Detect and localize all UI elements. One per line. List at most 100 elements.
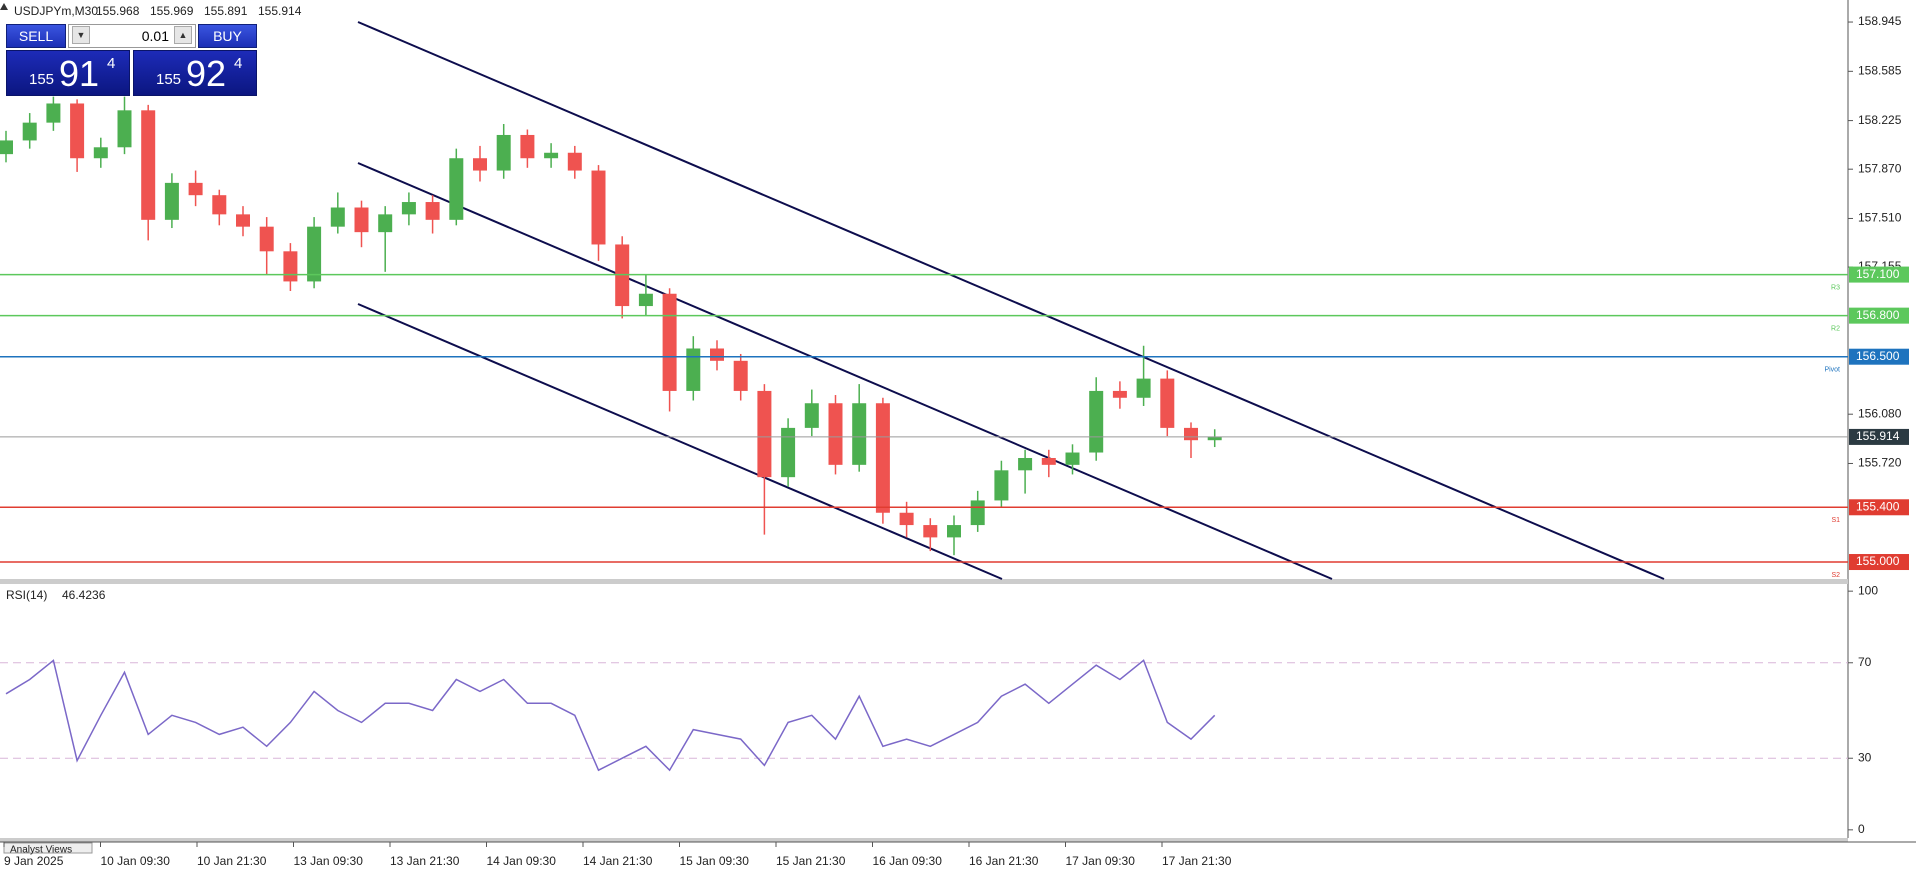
rsi-tick-label: 100 — [1858, 583, 1878, 597]
x-tick-label: 17 Jan 09:30 — [1066, 854, 1136, 868]
candle-body — [1018, 457, 1033, 471]
symbol: USDJPYm,M30 — [14, 4, 98, 18]
candle-body — [1207, 436, 1222, 441]
x-tick-label: 13 Jan 21:30 — [390, 854, 460, 868]
price-mid: 91 — [59, 53, 100, 94]
level-tag: S1 — [1831, 517, 1840, 524]
y-tick-label: 156.080 — [1858, 406, 1902, 420]
panel-separator — [0, 838, 1848, 842]
channel-line — [357, 303, 1003, 580]
candle-body — [473, 158, 487, 171]
x-tick-label: 9 Jan 2025 — [4, 854, 64, 868]
lot-down[interactable]: ▼ — [72, 26, 90, 44]
level-label: 156.800 — [1856, 308, 1900, 322]
candle-body — [781, 427, 796, 478]
price-mid: 92 — [186, 53, 227, 94]
candle-body — [970, 500, 985, 526]
y-tick-label: 157.870 — [1858, 161, 1902, 175]
candle-body — [188, 182, 203, 196]
current-price-label: 155.914 — [1856, 429, 1900, 443]
candle-body — [1089, 390, 1104, 453]
rsi-tick-label: 30 — [1858, 750, 1872, 764]
y-tick-label: 157.510 — [1858, 211, 1902, 225]
candle-body — [117, 110, 132, 148]
candle-body — [236, 214, 250, 227]
ohlc-value: 155.914 — [258, 4, 302, 18]
candle-body — [141, 110, 156, 220]
x-tick-label: 16 Jan 21:30 — [969, 854, 1039, 868]
candle-body — [22, 122, 37, 141]
current-price-box — [1849, 428, 1909, 445]
level-label-box — [1849, 348, 1909, 365]
x-tick-label: 15 Jan 21:30 — [776, 854, 846, 868]
rsi-line — [5, 659, 1216, 772]
sell-button[interactable]: SELL — [6, 24, 66, 48]
candle-body — [544, 152, 559, 159]
lot-up[interactable]: ▲ — [174, 26, 192, 44]
x-tick-label: 14 Jan 21:30 — [583, 854, 653, 868]
candle-body — [1184, 427, 1198, 441]
rsi-name: RSI(14) — [6, 588, 47, 602]
price-small: 4 — [107, 55, 116, 72]
level-tag: R3 — [1831, 284, 1840, 291]
level-label-box — [1849, 499, 1909, 516]
candle-body — [994, 470, 1009, 501]
y-tick-label: 158.585 — [1858, 63, 1902, 77]
candle-body — [733, 360, 748, 391]
candle-body — [425, 202, 440, 220]
candle-body — [1065, 452, 1080, 465]
candle-body — [899, 512, 914, 526]
candle-body — [70, 103, 85, 159]
rsi-tick-label: 70 — [1858, 655, 1872, 669]
candle-body — [1041, 457, 1056, 465]
level-label: 155.400 — [1856, 499, 1900, 513]
level-label: 155.000 — [1856, 554, 1900, 568]
candle-body — [947, 525, 961, 538]
candle-body — [1112, 390, 1127, 398]
candle-body — [259, 226, 274, 252]
candle-body — [449, 158, 464, 220]
level-label-box — [1849, 266, 1909, 283]
buy-price[interactable]: 155 92 4 — [133, 50, 257, 96]
candle-body — [378, 214, 393, 233]
level-label-box — [1849, 554, 1909, 571]
candle-body — [164, 182, 179, 220]
candle-body — [804, 403, 819, 428]
candle-body — [46, 103, 61, 123]
candle-body — [307, 226, 322, 282]
candle-body — [354, 207, 369, 233]
x-tick-label: 10 Jan 09:30 — [101, 854, 171, 868]
level-label: 156.500 — [1856, 349, 1900, 363]
candle-body — [923, 525, 938, 538]
rsi-value: 46.4236 — [62, 588, 106, 602]
collapse-icon[interactable] — [0, 3, 8, 10]
candle-body — [662, 293, 677, 391]
candle-body — [401, 202, 416, 215]
candle-body — [567, 152, 582, 171]
candle-body — [496, 134, 511, 171]
level-label-box — [1849, 307, 1909, 324]
footer-tab[interactable]: Analyst Views — [10, 845, 72, 856]
trade-panel: SELL 0.01 ▼ ▲ BUY 155 91 4 155 92 4 — [6, 24, 257, 96]
candle-body — [852, 403, 867, 465]
sell-price[interactable]: 155 91 4 — [6, 50, 130, 96]
ohlc-value: 155.969 — [150, 4, 194, 18]
panel-separator — [0, 579, 1848, 584]
y-tick-label: 158.225 — [1858, 113, 1902, 127]
x-tick-label: 13 Jan 09:30 — [294, 854, 364, 868]
candle-body — [638, 293, 653, 307]
x-tick-label: 17 Jan 21:30 — [1162, 854, 1232, 868]
price-small: 4 — [234, 55, 243, 72]
level-tag: R2 — [1831, 325, 1840, 332]
candle-body — [591, 170, 606, 245]
candle-body — [212, 195, 227, 215]
candle-body — [757, 390, 772, 478]
candle-body — [93, 147, 108, 159]
tab[interactable] — [3, 842, 93, 854]
y-tick-label: 158.945 — [1858, 14, 1902, 28]
buy-button[interactable]: BUY — [198, 24, 257, 48]
x-tick-label: 14 Jan 09:30 — [487, 854, 557, 868]
level-label: 157.100 — [1856, 267, 1900, 281]
x-tick-label: 16 Jan 09:30 — [873, 854, 943, 868]
